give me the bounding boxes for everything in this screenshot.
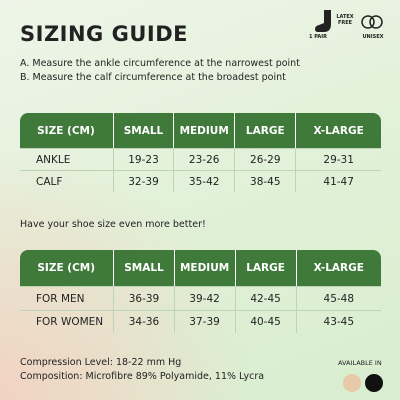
instruction: A. Measure the ankle circumference at th… <box>20 58 300 69</box>
table-cell: 26-29 <box>234 148 296 170</box>
available-label: AVAILABLE IN <box>338 359 382 367</box>
footer-line: Composition: Microfibre 89% Polyamide, 1… <box>20 371 265 382</box>
table-cell: FOR WOMEN <box>20 310 114 333</box>
header-cell: MEDIUM <box>173 250 235 286</box>
table-row: ANKLE 19-23 23-26 26-29 29-31 <box>20 148 381 170</box>
badge-icons <box>315 10 383 32</box>
size-table: SIZE (CM) SMALL MEDIUM LARGE X-LARGE FOR MEN 3… <box>20 250 381 333</box>
table-cell: 34-36 <box>113 310 174 333</box>
table-cell: 35-42 <box>173 170 235 192</box>
table-cell: 41-47 <box>295 170 381 192</box>
header-cell: SMALL <box>112 113 174 148</box>
table-row: FOR WOMEN 34-36 37-39 40-45 43-45 <box>20 310 381 333</box>
header-cell: X-LARGE <box>295 250 381 286</box>
table-cell: ANKLE <box>20 148 113 170</box>
header-row: SIZE (CM) SMALL MEDIUM LARGE X-LARGE <box>20 113 381 148</box>
table-cell: 19-23 <box>112 148 174 170</box>
footer-line: Compression Level: 18-22 mm Hg <box>20 357 182 368</box>
table-row: FOR MEN 36-39 39-42 42-45 45-48 <box>20 286 381 310</box>
color-swatches <box>343 374 383 392</box>
instruction: B. Measure the calf circumference at the… <box>20 72 286 83</box>
note: Have your shoe size even more better! <box>20 219 206 230</box>
header-cell: MEDIUM <box>173 113 235 148</box>
title: SIZING GUIDE <box>20 22 188 46</box>
badge-label: LATEX FREE <box>336 14 354 26</box>
size-table: SIZE (CM) SMALL MEDIUM LARGE X-LARGE ANKLE 19-… <box>20 113 381 192</box>
table-cell: 32-39 <box>112 170 174 192</box>
table-cell: 42-45 <box>234 286 296 310</box>
table-cell: 29-31 <box>295 148 381 170</box>
badge-label: 1 PAIR <box>308 34 327 40</box>
badge-label: UNISEX <box>362 34 384 40</box>
header-cell: LARGE <box>234 250 296 286</box>
table-cell: 40-45 <box>234 310 296 333</box>
table-cell: 43-45 <box>295 310 381 333</box>
table-cell: FOR MEN <box>20 286 114 310</box>
table-cell: 36-39 <box>113 286 174 310</box>
table-cell: 39-42 <box>173 286 235 310</box>
table-cell: CALF <box>20 170 113 192</box>
table-cell: 37-39 <box>173 310 235 333</box>
table-cell: 23-26 <box>173 148 235 170</box>
table-cell: 38-45 <box>234 170 296 192</box>
header-row: SIZE (CM) SMALL MEDIUM LARGE X-LARGE <box>20 250 381 286</box>
header-cell: SIZE (CM) <box>20 113 113 148</box>
header-cell: SMALL <box>113 250 174 286</box>
table-cell: 45-48 <box>295 286 381 310</box>
table-row: CALF 32-39 35-42 38-45 41-47 <box>20 170 381 192</box>
header-cell: X-LARGE <box>295 113 381 148</box>
header-cell: SIZE (CM) <box>20 250 114 286</box>
header-cell: LARGE <box>234 113 296 148</box>
